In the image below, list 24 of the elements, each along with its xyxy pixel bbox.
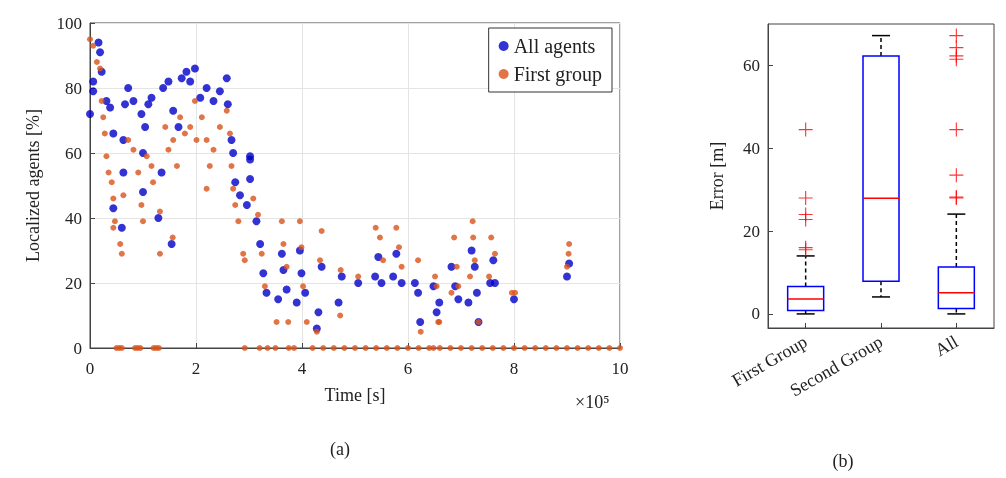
- legend-label: All agents: [513, 35, 596, 58]
- y-tick-label: 20: [65, 273, 82, 293]
- text: (a): [330, 439, 350, 460]
- x-tick-label: 6: [403, 359, 413, 378]
- y-tick-label: 100: [56, 13, 82, 33]
- y-axis-title: Localized agents [%]: [23, 109, 43, 262]
- y-tick-label: 40: [65, 208, 82, 228]
- text: ×10⁵: [575, 392, 610, 412]
- text: (b): [832, 451, 854, 472]
- y-tick-label: 40: [743, 138, 760, 158]
- y-tick-label: 20: [743, 221, 760, 241]
- legend-label: First group: [513, 63, 602, 86]
- x-tick-label: 10: [611, 359, 629, 378]
- y-axis-title: Error [m]: [707, 141, 727, 211]
- x-tick-label: 2: [191, 359, 201, 378]
- y-tick-label: 0: [751, 304, 760, 324]
- y-tick-label: 60: [65, 143, 82, 163]
- x-axis-title: Time [s]: [324, 385, 386, 405]
- x-tick-label: 8: [509, 359, 519, 378]
- x-tick-label: All: [931, 331, 962, 361]
- x-tick-label: 4: [297, 359, 307, 378]
- y-tick-label: 60: [743, 55, 760, 75]
- y-tick-label: 80: [65, 78, 82, 98]
- x-tick-label: 0: [85, 359, 95, 378]
